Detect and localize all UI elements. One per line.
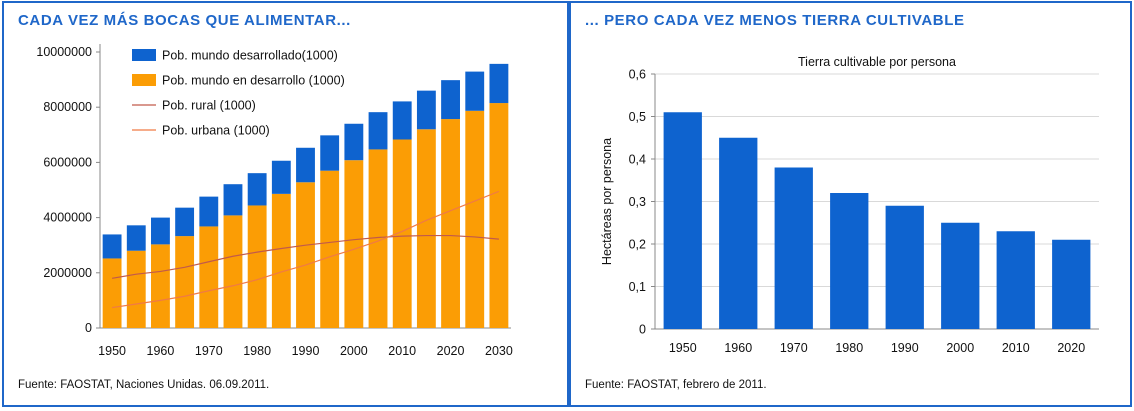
y-tick-label: 10000000 (36, 45, 92, 59)
bar-developing (296, 182, 315, 328)
bar-developing (368, 149, 388, 328)
y-tick-label: 0 (639, 323, 646, 337)
bar-developing (465, 110, 485, 329)
y-tick-label: 0,5 (629, 110, 646, 124)
legend-swatch (132, 74, 156, 86)
x-tick-label: 2000 (946, 341, 974, 355)
bar-arable-land (885, 205, 924, 329)
panel-arable-land: ... PERO CADA VEZ MENOS TIERRA CULTIVABL… (569, 1, 1132, 407)
bar-developed (223, 184, 243, 216)
bar-arable-land (719, 137, 758, 329)
bar-developing (175, 236, 195, 328)
x-tick-label: 2010 (1002, 341, 1030, 355)
bar-developing (271, 193, 291, 328)
bar-arable-land (774, 167, 813, 329)
x-tick-label: 1970 (780, 341, 808, 355)
bar-developed (465, 71, 485, 111)
panel-title-population: CADA VEZ MÁS BOCAS QUE ALIMENTAR... (18, 12, 351, 29)
legend-label: Pob. urbana (1000) (162, 124, 270, 138)
x-tick-label: 1990 (891, 341, 919, 355)
y-tick-label: 0,6 (629, 68, 646, 82)
bar-developed (247, 173, 267, 206)
y-tick-label: 0 (85, 321, 92, 335)
bar-developed (199, 196, 219, 227)
bar-developing (416, 129, 436, 328)
x-tick-label: 2020 (437, 344, 465, 358)
bar-developing (102, 258, 122, 328)
rural-population-line (111, 234, 499, 279)
x-tick-label: 1970 (195, 344, 223, 358)
bar-developing (320, 170, 340, 328)
bar-developed (441, 80, 460, 120)
bar-developed (126, 225, 146, 251)
arable-land-chart: Tierra cultivable por persona 0 0,1 0,2 0,3 0… (600, 55, 1099, 355)
bar-developed (320, 135, 340, 171)
bar-arable-land (663, 112, 702, 329)
bar-arable-land (941, 222, 980, 329)
y-tick-label: 0,1 (629, 280, 646, 294)
bar-developing (126, 250, 146, 328)
chart-title: Tierra cultivable por persona (798, 55, 956, 69)
legend-label: Pob. mundo desarrollado(1000) (162, 49, 338, 63)
bar-developing (344, 160, 364, 328)
legend-label: Pob. rural (1000) (162, 99, 256, 113)
bar-developed (368, 112, 388, 150)
x-tick-label: 1960 (147, 344, 175, 358)
bar-developed (271, 160, 291, 194)
y-tick-label: 6000000 (43, 155, 92, 169)
bar-developed (102, 234, 122, 259)
bar-developing (223, 215, 243, 328)
bar-developed (296, 147, 315, 183)
x-tick-label: 1990 (292, 344, 320, 358)
bar-developed (392, 101, 412, 140)
bar-developing (392, 139, 412, 328)
bar-arable-land (830, 193, 869, 329)
x-tick-label: 1980 (243, 344, 271, 358)
y-tick-label: 0,3 (629, 195, 646, 209)
y-axis-label: Hectáreas por persona (600, 138, 614, 265)
y-tick-label: 8000000 (43, 100, 92, 114)
bar-developed (175, 207, 195, 237)
legend-label: Pob. mundo en desarrollo (1000) (162, 74, 345, 88)
panel-title-arable-land: ... PERO CADA VEZ MENOS TIERRA CULTIVABL… (585, 12, 965, 29)
source-note-population: Fuente: FAOSTAT, Naciones Unidas. 06.09.… (18, 379, 270, 391)
y-tick-label: 4000000 (43, 211, 92, 225)
bar-developing (247, 205, 267, 328)
x-tick-label: 2000 (340, 344, 368, 358)
bar-arable-land (1052, 239, 1091, 329)
x-tick-label: 1960 (724, 341, 752, 355)
bar-developed (416, 90, 436, 130)
bar-arable-land (996, 231, 1035, 329)
bar-developing (199, 226, 219, 328)
x-tick-label: 2020 (1057, 341, 1085, 355)
legend-swatch (132, 49, 156, 61)
urban-population-line (112, 190, 500, 309)
bar-developing (151, 244, 170, 328)
x-tick-label: 2030 (485, 344, 513, 358)
population-chart: 0 2000000 4000000 6000000 8000000 10000000 195… (36, 44, 513, 358)
x-tick-label: 2010 (388, 344, 416, 358)
bar-developed (151, 217, 170, 245)
y-tick-label: 0,4 (629, 153, 646, 167)
y-tick-label: 0,2 (629, 238, 646, 252)
x-tick-label: 1980 (835, 341, 863, 355)
source-note-arable-land: Fuente: FAOSTAT, febrero de 2011. (585, 379, 767, 391)
bar-developed (344, 123, 364, 161)
x-tick-label: 1950 (98, 344, 126, 358)
bar-developing (441, 119, 460, 329)
panel-population: CADA VEZ MÁS BOCAS QUE ALIMENTAR... 0 200… (2, 1, 569, 407)
bar-developing (489, 103, 509, 328)
x-tick-label: 1950 (669, 341, 697, 355)
bar-developed (489, 63, 509, 104)
y-tick-label: 2000000 (43, 266, 92, 280)
